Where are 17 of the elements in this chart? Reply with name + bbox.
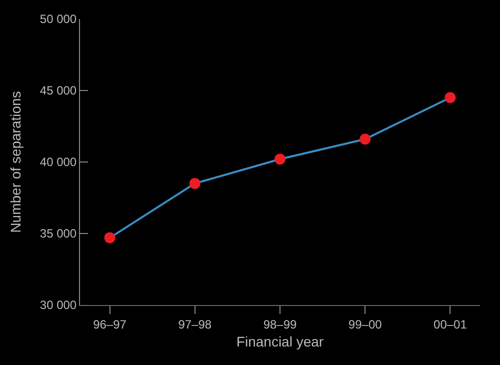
y-tick-label: 35 000 <box>40 226 77 241</box>
x-tick-label: 97–98 <box>178 317 212 332</box>
point <box>444 92 456 104</box>
x-tick-label: 99–00 <box>348 317 382 332</box>
x-tick-label: 00–01 <box>434 317 468 332</box>
point <box>274 154 286 165</box>
point <box>189 178 200 189</box>
y-tick-label: 45 000 <box>40 84 77 98</box>
y-tick-label: 50 000 <box>40 12 77 26</box>
point <box>104 232 116 244</box>
x-tick-label: 98–99 <box>263 317 298 332</box>
x-axis-title: Financial year <box>236 334 324 350</box>
x-tick-label: 96–97 <box>93 317 127 332</box>
y-tick-label: 40 000 <box>40 155 77 170</box>
y-axis-title: Number of separations <box>7 91 24 233</box>
y-tick-label: 30 000 <box>40 298 77 312</box>
point <box>360 134 371 145</box>
